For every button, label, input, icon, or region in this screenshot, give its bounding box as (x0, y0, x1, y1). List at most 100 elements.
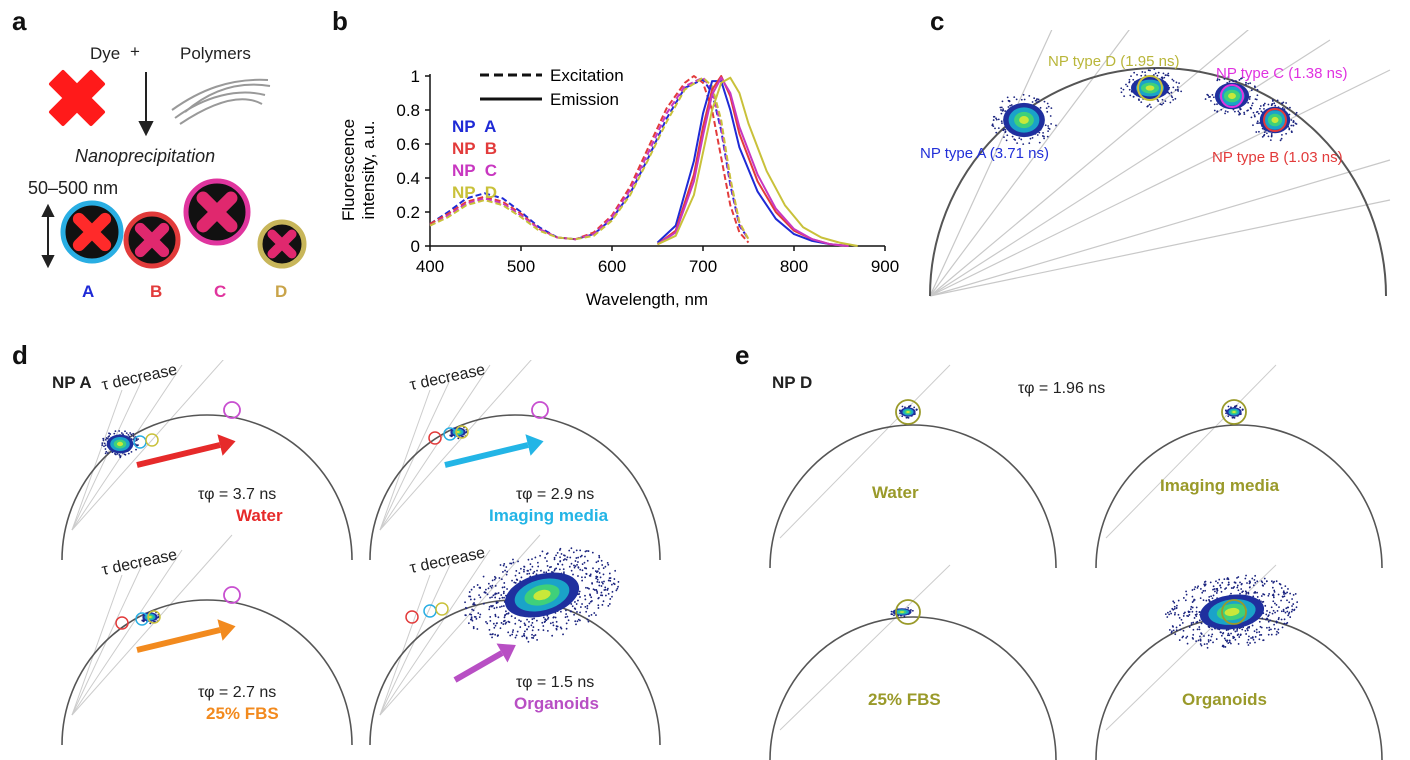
phasor-point (1006, 134, 1009, 137)
phasor-point (613, 578, 616, 580)
phasor-point (1289, 106, 1291, 109)
phasor-point (611, 583, 613, 586)
phasor-point (1239, 406, 1242, 409)
phasor-point (493, 578, 496, 581)
lifetime-guide-line (929, 30, 1053, 297)
series-emission-np-a (656, 80, 849, 247)
phasor-point (1263, 108, 1265, 110)
phasor-point (1215, 638, 1218, 640)
phasor-point (1169, 101, 1172, 104)
phasor-point (1294, 113, 1297, 116)
phasor-point (1191, 601, 1194, 603)
phasor-point (1277, 628, 1280, 631)
phasor-point (1259, 107, 1261, 110)
phasor-point (564, 616, 567, 619)
phasor-point (1266, 617, 1268, 620)
phasor-point (503, 586, 506, 589)
tau-value-organoids: τφ = 1.5 ns (516, 674, 595, 691)
phasor-point (1190, 622, 1193, 624)
phasor-point (581, 603, 583, 605)
phasor-point (1000, 106, 1003, 109)
phasor-point (1190, 605, 1193, 608)
phasor-point (518, 572, 521, 575)
phasor-point (528, 620, 530, 623)
phasor-point (498, 577, 501, 579)
phasor-point (1171, 78, 1174, 81)
phasor-point (1013, 138, 1016, 141)
phasor-point (1224, 646, 1227, 648)
phasor-point (1254, 591, 1257, 594)
phasor-point (1194, 586, 1197, 588)
cluster-level-4 (456, 430, 460, 434)
series-label-a: NP A (452, 117, 496, 136)
phasor-point (564, 558, 566, 560)
phasor-point (588, 602, 591, 605)
phasor-point (494, 615, 497, 618)
phasor-point (1275, 633, 1278, 636)
phasor-point (1198, 628, 1201, 631)
phasor-point (1047, 130, 1050, 133)
phasor-point (1137, 98, 1140, 101)
phasor-point (1254, 86, 1256, 89)
phasor-point (1022, 93, 1025, 96)
phasor-point (482, 602, 485, 605)
phasor-point (492, 622, 495, 625)
cluster-level-4 (1224, 607, 1240, 617)
phasor-point (1258, 638, 1261, 641)
phasor-point (1273, 627, 1276, 630)
phasor-point (1213, 109, 1216, 112)
panel-d-title: NP A (52, 373, 92, 392)
phasor-point (503, 616, 506, 619)
phasor-point (1258, 631, 1261, 633)
phasor-point (1156, 74, 1159, 77)
phasor-point (1277, 593, 1280, 596)
phasor-point (1249, 642, 1251, 644)
phasor-point (601, 604, 604, 606)
phasor-point (1280, 587, 1283, 589)
phasor-point (118, 454, 121, 456)
phasor-point (587, 620, 590, 623)
phasor-point (1161, 77, 1164, 80)
phasor-point (1195, 613, 1198, 616)
phasor-point (1284, 592, 1287, 595)
phasor-point (570, 603, 573, 605)
phasor-point (1191, 589, 1194, 591)
phasor-point (527, 558, 530, 561)
phasor-point (572, 551, 575, 554)
phasor-point (497, 592, 500, 594)
phasor-point (1037, 98, 1040, 101)
phasor-point (101, 444, 104, 446)
phasor-point (1130, 75, 1132, 78)
phasor-point (1256, 580, 1259, 583)
phasor-point (1204, 580, 1207, 583)
panel-a-schematic (41, 70, 307, 269)
phasor-point (1268, 593, 1271, 595)
phasor-point (571, 605, 574, 608)
phasor-point (1273, 623, 1275, 626)
phasor-point (1227, 583, 1230, 586)
phasor-point (534, 634, 537, 636)
phasor-point (574, 620, 577, 623)
phasor-point (1045, 107, 1048, 109)
phasor-point (468, 591, 471, 593)
phasor-point (1249, 82, 1252, 85)
phasor-point (584, 576, 587, 579)
phasor-point (583, 561, 586, 564)
phasor-point (569, 556, 572, 559)
phasor-point (1218, 578, 1221, 581)
phasor-point (1198, 619, 1201, 622)
phasor-point (1270, 606, 1273, 609)
phasor-point (543, 571, 545, 574)
phasor-point (995, 131, 998, 134)
phasor-point (1273, 589, 1276, 592)
phasor-point (539, 554, 542, 557)
phasor-point (1003, 136, 1005, 139)
phasor-point (1186, 642, 1189, 645)
tau-decrease-arrow (136, 442, 221, 468)
semicircle (61, 599, 353, 746)
phasor-point (1125, 83, 1127, 86)
phasor-point (1221, 581, 1224, 584)
series-emission-np-c (656, 76, 849, 247)
phasor-point (1267, 103, 1270, 106)
phasor-point (1228, 634, 1231, 637)
